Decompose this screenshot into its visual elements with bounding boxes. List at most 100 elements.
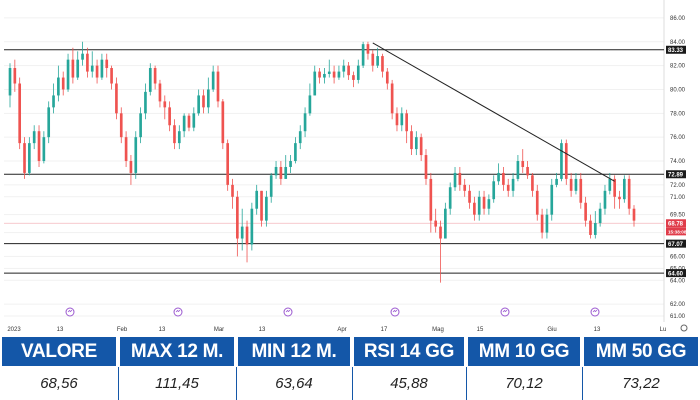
candle-body	[197, 95, 200, 114]
candle-body	[221, 101, 225, 144]
candle-body	[279, 166, 283, 179]
candle-body	[255, 190, 259, 209]
candle-body	[61, 77, 65, 90]
candle-body	[618, 196, 621, 200]
candle-body	[226, 143, 230, 185]
y-tick-label: 66.00	[670, 254, 686, 260]
candle-body	[124, 137, 128, 162]
price-tag-bg	[666, 170, 686, 179]
stats-table: VALORE MAX 12 M. MIN 12 M. RSI 14 GG MM …	[0, 334, 700, 400]
trendline	[372, 42, 615, 182]
x-tick-label: 15	[477, 327, 484, 333]
candle-body	[47, 107, 51, 138]
candle-body	[444, 208, 447, 239]
candle-body	[32, 131, 36, 144]
stats-separator	[118, 367, 119, 400]
candle-body	[318, 71, 321, 78]
x-tick-label: 13	[57, 327, 64, 333]
candle-body	[400, 113, 404, 126]
candle-body	[603, 190, 607, 209]
stats-value-row: 68,56 111,45 63,64 45,88 70,12 73,22	[0, 367, 700, 400]
stats-header-rsi-14gg: RSI 14 GG	[354, 337, 464, 366]
candle-body	[52, 95, 55, 108]
y-tick-label: 78.00	[670, 111, 686, 117]
candle-body	[289, 161, 292, 167]
candle-body	[240, 226, 244, 239]
x-tick-label: 13	[594, 327, 601, 333]
candle-body	[535, 190, 539, 215]
candle-body	[211, 71, 215, 90]
candle-body	[71, 59, 75, 78]
candle-body	[187, 115, 191, 128]
candle-body	[622, 178, 626, 200]
candle-body	[395, 113, 399, 126]
y-tick-label: 72.00	[670, 183, 686, 189]
price-chart: 86.00 84.00 82.00 80.00 78.00 76.00 74.00 72.00…	[4, 0, 688, 333]
candle-body	[110, 68, 113, 84]
candle-body	[589, 220, 592, 235]
candle-body	[260, 190, 263, 221]
candle-body	[105, 59, 109, 69]
candle-body	[352, 75, 355, 80]
y-tick-label: 84.00	[670, 40, 686, 46]
candle-body	[448, 187, 452, 209]
candle-body	[361, 44, 365, 66]
stats-header-min-12m: MIN 12 M.	[238, 337, 350, 366]
candle-body	[158, 83, 162, 102]
candle-body	[42, 137, 46, 162]
event-marker-icon	[283, 307, 293, 317]
candle-body	[347, 65, 350, 76]
candle-body	[168, 107, 171, 126]
candle-body	[57, 77, 60, 96]
price-tag-bg	[666, 45, 686, 54]
candle-body	[453, 172, 457, 188]
candle-body	[177, 131, 181, 144]
candle-body	[37, 131, 41, 162]
candle-body	[376, 56, 379, 66]
candle-body	[410, 131, 413, 150]
event-marker-glyph	[502, 309, 508, 313]
candle-body	[463, 184, 467, 191]
y-tick-label: 82.00	[670, 64, 686, 70]
candle-body	[231, 184, 234, 197]
y-tick-label: 80.00	[670, 87, 686, 93]
candle-body	[28, 143, 31, 173]
candle-body	[371, 53, 375, 66]
candle-body	[477, 196, 481, 215]
candle-body	[206, 89, 210, 108]
price-tag-label: 68.78	[668, 221, 684, 227]
gear-icon	[680, 324, 688, 332]
candle-body	[129, 161, 133, 173]
stats-value-mm-10gg: 70,12	[505, 375, 543, 392]
candle-body	[390, 83, 394, 114]
candle-body	[560, 143, 563, 179]
candle-body	[327, 71, 331, 74]
y-tick-label: 69.50	[670, 213, 686, 219]
candle-body	[516, 161, 520, 179]
x-tick-label: 13	[159, 327, 166, 333]
event-marker-icon	[65, 307, 75, 317]
candle-body	[173, 125, 176, 144]
candle-body	[76, 59, 80, 78]
candle-body	[434, 220, 438, 227]
candle-body	[148, 68, 152, 92]
candle-body	[274, 166, 278, 176]
candle-body	[182, 115, 186, 132]
candle-body	[294, 143, 297, 162]
price-tag-label: 64.60	[668, 271, 684, 277]
price-tag-bg	[666, 219, 686, 228]
price-tag-bg	[666, 239, 686, 248]
candle-body	[482, 196, 486, 209]
candle-body	[23, 143, 26, 173]
candle-body	[192, 113, 196, 128]
price-tag-label: 83.33	[668, 48, 684, 54]
candle-body	[139, 113, 142, 138]
candle-body	[381, 56, 384, 72]
price-tag-bg	[666, 227, 686, 236]
y-tick-label: 74.00	[670, 159, 686, 165]
candle-body	[303, 113, 307, 132]
candle-body	[550, 184, 554, 215]
candle-body	[86, 53, 89, 72]
candle-body	[269, 175, 273, 197]
candle-body	[153, 68, 157, 84]
